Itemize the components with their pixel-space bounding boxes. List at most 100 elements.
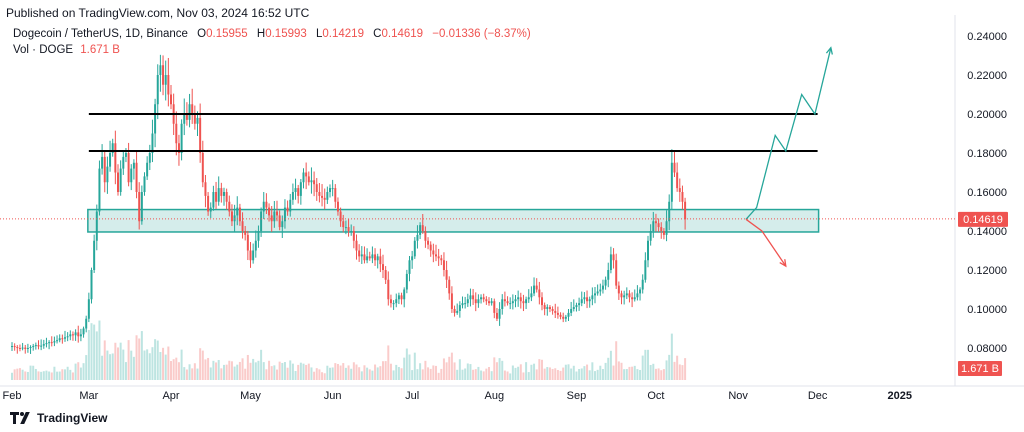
volume-bar — [220, 368, 223, 380]
candle-body — [363, 254, 366, 261]
volume-bar — [268, 360, 271, 380]
volume-bar — [389, 363, 392, 380]
volume-bar — [283, 362, 286, 380]
volume-bar — [347, 365, 350, 380]
volume-bar — [543, 368, 546, 380]
volume-bar — [392, 370, 395, 380]
volume-bar — [109, 354, 112, 380]
volume-bar — [551, 368, 554, 380]
volume-bar — [482, 371, 485, 380]
candle-body — [538, 289, 541, 298]
x-tick-label: Mar — [79, 390, 98, 402]
volume-bar — [411, 370, 414, 380]
candle-body — [551, 309, 554, 311]
volume-bar — [366, 367, 369, 380]
volume-bar — [32, 365, 35, 380]
candle-body — [591, 295, 594, 300]
candle-body — [130, 168, 133, 183]
candle-body — [405, 273, 408, 290]
candle-body — [56, 340, 59, 342]
candle-body — [106, 166, 109, 183]
candle-body — [617, 285, 620, 294]
candle-body — [270, 215, 273, 222]
candle-body — [135, 162, 138, 192]
support-zone — [87, 208, 820, 233]
candle-body — [11, 346, 13, 348]
volume-bar — [246, 354, 249, 380]
volume-bar — [111, 353, 114, 380]
volume-bar — [416, 369, 419, 380]
candle-body — [588, 299, 591, 302]
last-price-label: 0.14619 — [963, 214, 1003, 226]
candle-body — [138, 192, 141, 222]
volume-bar — [554, 368, 557, 380]
candle-body — [64, 337, 66, 339]
volume-bar — [437, 372, 440, 380]
close-label: C — [373, 28, 382, 40]
candle-body — [522, 301, 525, 304]
volume-bar — [445, 362, 448, 380]
candle-body — [488, 301, 490, 304]
volume-bar — [355, 364, 358, 380]
candle-body — [368, 256, 371, 259]
candle-body — [230, 211, 233, 222]
volume-bar — [379, 366, 382, 380]
candle-body — [151, 133, 154, 153]
volume-bar — [66, 366, 69, 380]
volume-bar — [660, 370, 663, 380]
candle-body — [164, 75, 167, 85]
volume-bar — [61, 369, 64, 380]
candle-body — [681, 192, 684, 202]
volume-bar — [546, 367, 549, 380]
volume-bar — [533, 363, 536, 380]
volume-bar — [623, 369, 626, 380]
candle-body — [58, 338, 61, 341]
projection-down-line — [745, 218, 787, 267]
x-tick-label: Feb — [3, 390, 22, 402]
candle-body — [170, 94, 172, 105]
volume-bar — [376, 367, 379, 380]
candle-body — [156, 75, 159, 105]
candle-body — [580, 299, 583, 304]
candle-body — [159, 65, 162, 75]
volume-bar — [350, 368, 353, 380]
candle-body — [490, 301, 493, 304]
volume-bar — [631, 366, 634, 380]
low-label: L — [315, 28, 323, 40]
volume-bar — [11, 372, 13, 380]
candle-body — [654, 221, 657, 224]
candle-body — [464, 303, 467, 305]
volume-bar — [485, 368, 488, 380]
candle-body — [204, 182, 207, 196]
volume-bar — [101, 355, 104, 380]
candle-body — [69, 334, 72, 337]
candle-body — [185, 114, 188, 120]
candle-body — [175, 123, 178, 144]
candle-body — [684, 201, 687, 220]
candle-body — [37, 345, 40, 347]
candle-body — [482, 297, 485, 300]
volume-bar — [276, 369, 278, 380]
volume-bar — [522, 372, 525, 380]
candle-body — [400, 295, 403, 300]
candle-body — [495, 312, 498, 319]
volume-bar — [427, 367, 430, 380]
candle-body — [238, 207, 241, 222]
candle-body — [607, 270, 610, 280]
candle-body — [601, 285, 604, 290]
candle-body — [313, 180, 316, 185]
volume-bar — [368, 369, 371, 380]
candle-body — [265, 201, 268, 208]
candle-body — [448, 279, 451, 294]
volume-bar — [318, 369, 321, 380]
candle-body — [201, 153, 204, 183]
volume-bar — [217, 360, 220, 380]
volume-bar — [673, 361, 676, 380]
candle-body — [660, 227, 663, 231]
volume-bar — [469, 364, 472, 380]
candle-body — [283, 207, 286, 222]
volume-bar — [294, 371, 297, 380]
candle-body — [321, 195, 324, 198]
candle-body — [421, 225, 424, 231]
